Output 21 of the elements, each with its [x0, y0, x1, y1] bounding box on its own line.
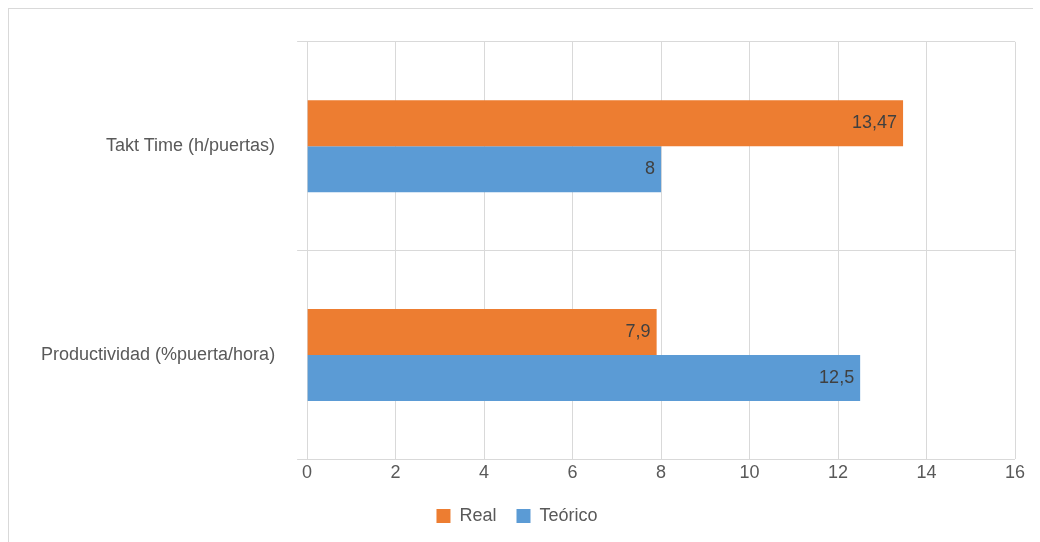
x-tick-label: 10	[739, 462, 760, 483]
bar	[307, 355, 861, 401]
x-tick-label: 14	[916, 462, 937, 483]
x-tick-label: 8	[656, 462, 667, 483]
bar	[307, 146, 662, 193]
x-tick-label: 2	[390, 462, 401, 483]
x-tick-label: 6	[567, 462, 578, 483]
legend-label: Teórico	[539, 504, 598, 525]
data-label: 12,5	[819, 366, 855, 387]
y-tick-label: Takt Time (h/puertas)	[106, 135, 276, 156]
data-label: 13,47	[852, 112, 898, 133]
x-tick-label: 4	[479, 462, 490, 483]
x-tick-label: 12	[828, 462, 849, 483]
bar	[307, 100, 904, 147]
x-tick-label: 16	[1004, 462, 1026, 483]
bar	[307, 309, 657, 355]
y-tick-label: Productividad (%puerta/hora)	[41, 343, 276, 364]
x-tick-label: 0	[302, 462, 313, 483]
legend-label: Real	[459, 504, 497, 525]
data-label: 7,9	[625, 321, 651, 341]
data-label: 8	[645, 158, 656, 179]
